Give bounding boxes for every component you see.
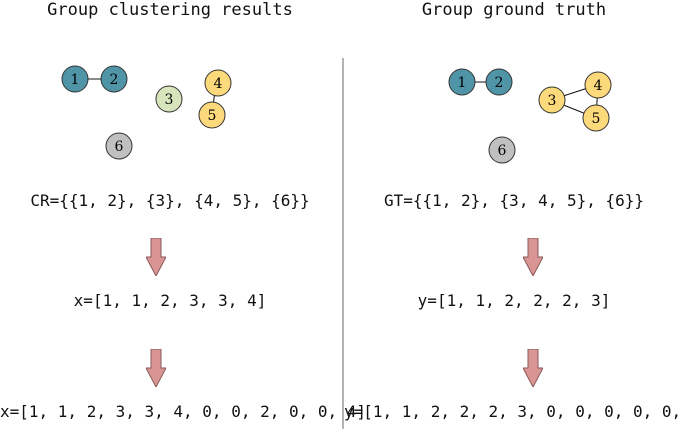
down-arrow-icon (523, 238, 543, 276)
node-1: 1 (61, 65, 89, 93)
svg-text:4: 4 (214, 76, 223, 92)
vector-expression: y=[1, 1, 2, 2, 2, 3] (417, 291, 611, 310)
vector-expression: x=[1, 1, 2, 3, 3, 4] (73, 291, 267, 310)
clustering-graph: 1 2 3 4 5 6 (61, 65, 232, 160)
down-arrow-icon (146, 238, 166, 276)
svg-text:1: 1 (71, 72, 80, 88)
panel-title: Group ground truth (421, 0, 607, 20)
svg-text:6: 6 (115, 139, 124, 155)
svg-text:3: 3 (165, 92, 174, 108)
panel-title: Group clustering results (47, 0, 293, 20)
ground-truth-panel: Group ground truth 1 2 3 4 5 6 GT= (344, 0, 684, 429)
node-5: 5 (582, 104, 610, 132)
ground-truth-graph: 1 2 3 4 5 6 (448, 68, 612, 164)
panel-divider (342, 58, 344, 429)
node-3: 3 (538, 86, 566, 114)
svg-text:3: 3 (548, 93, 557, 109)
node-4: 4 (204, 69, 232, 97)
node-5: 5 (198, 101, 226, 129)
down-arrow-icon (523, 349, 543, 387)
clustering-results-panel: Group clustering results 1 2 3 4 5 6 CR=… (0, 0, 367, 429)
node-6: 6 (488, 136, 516, 164)
svg-text:2: 2 (110, 72, 119, 88)
svg-text:5: 5 (592, 111, 601, 127)
node-2: 2 (100, 65, 128, 93)
svg-text:2: 2 (495, 75, 504, 91)
svg-text:6: 6 (498, 143, 507, 159)
node-3: 3 (155, 85, 183, 113)
set-expression: CR={{1, 2}, {3}, {4, 5}, {6}} (30, 191, 310, 210)
svg-text:5: 5 (208, 108, 217, 124)
node-1: 1 (448, 68, 476, 96)
node-2: 2 (485, 68, 513, 96)
down-arrow-icon (146, 349, 166, 387)
set-expression: GT={{1, 2}, {3, 4, 5}, {6}} (383, 191, 645, 210)
svg-text:4: 4 (594, 78, 603, 94)
node-6: 6 (105, 132, 133, 160)
svg-text:1: 1 (458, 75, 467, 91)
extended-vector-expression: x=[1, 1, 2, 3, 3, 4, 0, 0, 2, 0, 0, 4] (0, 402, 367, 421)
node-4: 4 (584, 71, 612, 99)
extended-vector-expression: y=[1, 1, 2, 2, 2, 3, 0, 0, 0, 0, 0, 3] (344, 402, 684, 421)
